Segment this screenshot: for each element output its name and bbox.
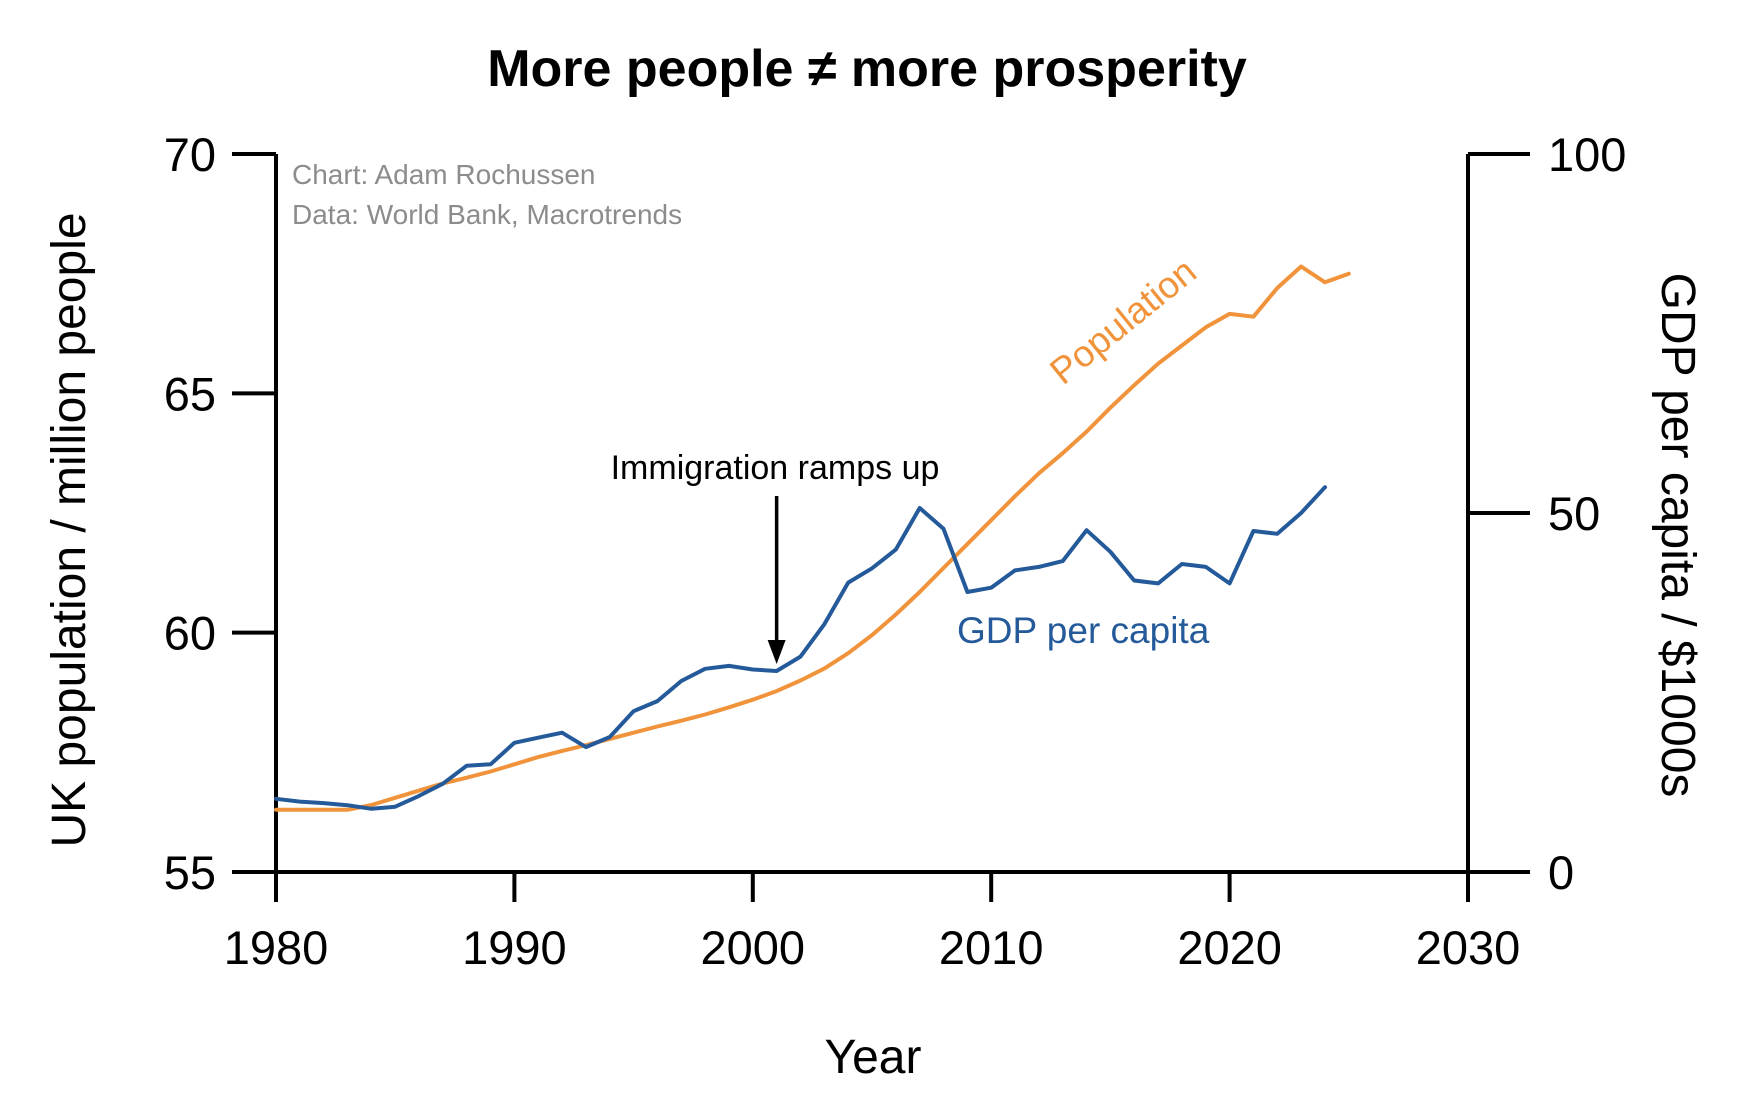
population-series-line [274,264,1351,812]
x-tick-label: 2000 [701,921,806,974]
x-axis-label: Year [825,1031,922,1084]
y-tick-label: 55 [164,846,216,899]
gdp-label: GDP per capita [957,610,1210,651]
gdp-series-line [274,485,1327,811]
y2-axis-label: GDP per capita / $1000s [1651,273,1704,798]
y2-tick-label: 50 [1548,487,1600,540]
y-tick-label: 65 [164,367,216,420]
axes-group: 1980 1990 2000 2010 2020 2030 55 60 65 70 0 50 100 [164,128,1627,974]
x-tick-label: 2010 [939,921,1044,974]
x-tick-label: 1990 [462,921,567,974]
y-tick-label: 70 [164,128,216,181]
y2-tick-label: 0 [1548,846,1574,899]
y-tick-label: 60 [164,607,216,660]
annotation-text: Immigration ramps up [611,449,940,487]
credit-chart: Chart: Adam Rochussen [292,159,596,190]
y-axis-label: UK population / million people [43,212,96,847]
annotation-arrow-head [767,640,786,664]
x-tick-label: 2030 [1416,921,1521,974]
y2-tick-label: 100 [1548,128,1626,181]
population-label: Population [1042,250,1204,392]
annotation-arrow [767,496,786,664]
credit-data: Data: World Bank, Macrotrends [292,199,682,230]
x-tick-label: 1980 [224,921,329,974]
x-tick-label: 2020 [1177,921,1282,974]
chart-title: More people ≠ more prosperity [487,40,1247,98]
series-lines [274,264,1351,812]
